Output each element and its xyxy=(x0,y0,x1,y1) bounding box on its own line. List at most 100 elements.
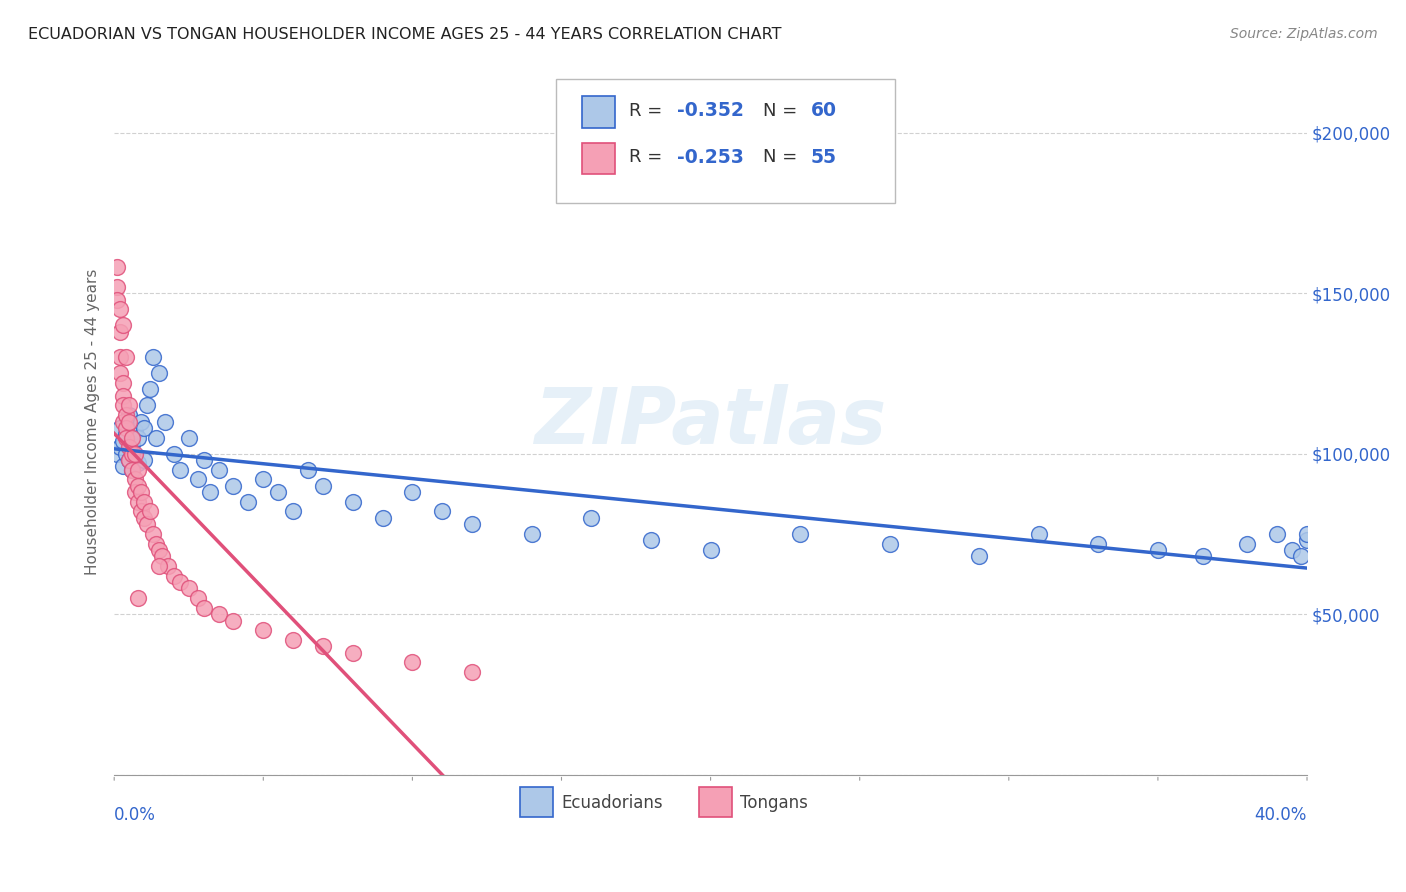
Point xyxy=(198,485,221,500)
Point xyxy=(132,495,155,509)
Point xyxy=(297,463,319,477)
Point xyxy=(112,459,135,474)
Point xyxy=(177,582,200,596)
Point xyxy=(105,279,128,293)
Point xyxy=(461,517,484,532)
Text: Tongans: Tongans xyxy=(741,794,808,812)
Point xyxy=(222,479,245,493)
Point xyxy=(281,632,304,647)
Point xyxy=(127,431,149,445)
Point xyxy=(118,399,141,413)
Point xyxy=(238,495,260,509)
Point xyxy=(153,415,176,429)
Point xyxy=(145,431,167,445)
Text: R =: R = xyxy=(630,102,668,120)
Point xyxy=(132,511,155,525)
Point xyxy=(193,453,215,467)
Point xyxy=(129,415,152,429)
FancyBboxPatch shape xyxy=(699,788,733,817)
Point xyxy=(112,318,135,333)
Point xyxy=(121,431,143,445)
Point xyxy=(127,495,149,509)
Point xyxy=(1191,549,1213,564)
Point xyxy=(1296,533,1319,548)
Point xyxy=(156,558,179,573)
Point xyxy=(281,504,304,518)
Text: ECUADORIAN VS TONGAN HOUSEHOLDER INCOME AGES 25 - 44 YEARS CORRELATION CHART: ECUADORIAN VS TONGAN HOUSEHOLDER INCOME … xyxy=(28,27,782,42)
FancyBboxPatch shape xyxy=(582,96,616,128)
Point xyxy=(115,421,138,435)
Point xyxy=(148,558,170,573)
Point xyxy=(789,527,811,541)
Point xyxy=(148,367,170,381)
Point xyxy=(112,389,135,403)
Point xyxy=(112,434,135,448)
Point xyxy=(108,351,131,365)
Text: Ecuadorians: Ecuadorians xyxy=(561,794,664,812)
Point xyxy=(401,485,423,500)
Point xyxy=(105,293,128,307)
Point xyxy=(967,549,990,564)
Point xyxy=(124,424,146,438)
Point xyxy=(129,485,152,500)
Point xyxy=(124,450,146,464)
Point xyxy=(312,639,335,653)
Point xyxy=(112,415,135,429)
Point xyxy=(124,447,146,461)
Point xyxy=(112,399,135,413)
Point xyxy=(461,665,484,679)
Point xyxy=(1236,536,1258,550)
Point xyxy=(118,453,141,467)
Text: 0.0%: 0.0% xyxy=(114,806,156,824)
Point xyxy=(139,504,162,518)
Point xyxy=(342,646,364,660)
Point xyxy=(163,568,186,582)
Point xyxy=(187,472,209,486)
Point xyxy=(129,504,152,518)
Point xyxy=(115,447,138,461)
FancyBboxPatch shape xyxy=(520,788,553,817)
Point xyxy=(121,463,143,477)
FancyBboxPatch shape xyxy=(582,143,616,175)
Point xyxy=(115,431,138,445)
Point xyxy=(121,437,143,451)
Point xyxy=(879,536,901,550)
Text: N =: N = xyxy=(763,148,803,167)
Point xyxy=(432,504,454,518)
Point xyxy=(1281,543,1303,558)
Point xyxy=(520,527,543,541)
Point xyxy=(124,485,146,500)
Point xyxy=(169,574,191,589)
Point xyxy=(105,260,128,275)
Text: Source: ZipAtlas.com: Source: ZipAtlas.com xyxy=(1230,27,1378,41)
Point xyxy=(163,447,186,461)
Point xyxy=(108,421,131,435)
Point xyxy=(222,614,245,628)
Point xyxy=(142,527,165,541)
Point xyxy=(124,472,146,486)
Point xyxy=(252,472,274,486)
Point xyxy=(136,399,159,413)
Point xyxy=(108,367,131,381)
Point xyxy=(132,453,155,467)
Point xyxy=(108,302,131,317)
Point xyxy=(1087,536,1109,550)
FancyBboxPatch shape xyxy=(555,79,896,202)
Point xyxy=(312,479,335,493)
Point xyxy=(177,431,200,445)
Point xyxy=(207,463,229,477)
Point xyxy=(1296,527,1319,541)
Point xyxy=(145,536,167,550)
Point xyxy=(115,427,138,442)
Point xyxy=(108,325,131,339)
Point xyxy=(132,421,155,435)
Point xyxy=(112,376,135,390)
Text: R =: R = xyxy=(630,148,668,167)
Point xyxy=(640,533,662,548)
Point xyxy=(127,456,149,470)
Point xyxy=(150,549,173,564)
Point xyxy=(699,543,721,558)
Point xyxy=(118,415,141,429)
Point xyxy=(105,447,128,461)
Point xyxy=(193,600,215,615)
